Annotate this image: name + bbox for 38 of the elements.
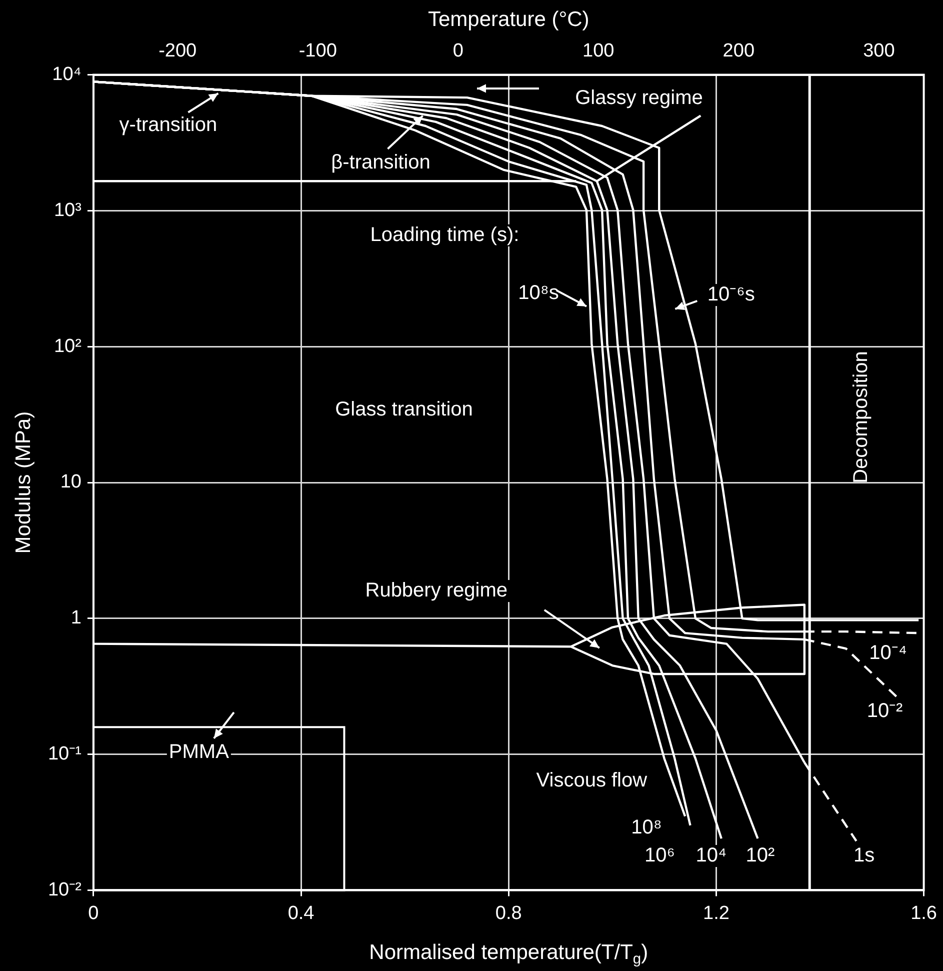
x2-tick-label: 200	[722, 40, 755, 62]
x2-tick-label: 100	[582, 40, 614, 62]
x2-tick-label: -200	[158, 40, 197, 62]
x2-tick-label: -100	[298, 40, 337, 62]
annotation: Loading time (s):	[370, 224, 520, 246]
x2-axis-title: Temperature (°C)	[428, 8, 590, 31]
x-tick-label: 1.6	[910, 902, 938, 924]
annotation: 10⁴	[696, 844, 727, 866]
annotation: 1s	[853, 844, 875, 866]
annotation: PMMA	[168, 740, 230, 763]
y-tick-label: 10³	[54, 200, 82, 221]
annotation: Glass transition	[335, 398, 473, 420]
annotation: Glassy regime	[575, 86, 703, 109]
annotation: Rubbery regime	[365, 579, 508, 602]
annotation: β-transition	[331, 151, 430, 174]
annotation: 10⁸s	[518, 282, 559, 304]
y-tick-label: 10²	[54, 336, 82, 357]
x2-tick-label: 300	[863, 40, 895, 62]
annotation: Viscous flow	[536, 769, 648, 792]
x-tick-label: 0.8	[495, 902, 522, 924]
x-tick-label: 0.4	[288, 902, 315, 924]
annotation: 10²	[746, 844, 776, 866]
annotation: 10⁸	[631, 816, 662, 839]
x-tick-label: 1.2	[703, 902, 730, 924]
y-axis-title: Modulus (MPa)	[12, 411, 35, 554]
y-tick-label: 10⁴	[52, 64, 82, 86]
y-tick-label: 1	[70, 608, 82, 629]
annotation: 10⁻⁶s	[707, 283, 755, 306]
ref-line-label: Decomposition	[850, 351, 872, 484]
annotation: 10⁻²	[866, 700, 904, 722]
y-tick-label: 10⁻¹	[48, 744, 82, 765]
x2-tick-label: 0	[452, 40, 464, 62]
x-tick-label: 0	[88, 902, 99, 924]
annotation: 10⁻⁴	[869, 642, 908, 664]
y-tick-label: 10⁻²	[48, 879, 82, 900]
annotation: γ-transition	[119, 114, 218, 136]
annotation: 10⁶	[644, 844, 675, 866]
y-tick-label: 10	[60, 472, 82, 493]
